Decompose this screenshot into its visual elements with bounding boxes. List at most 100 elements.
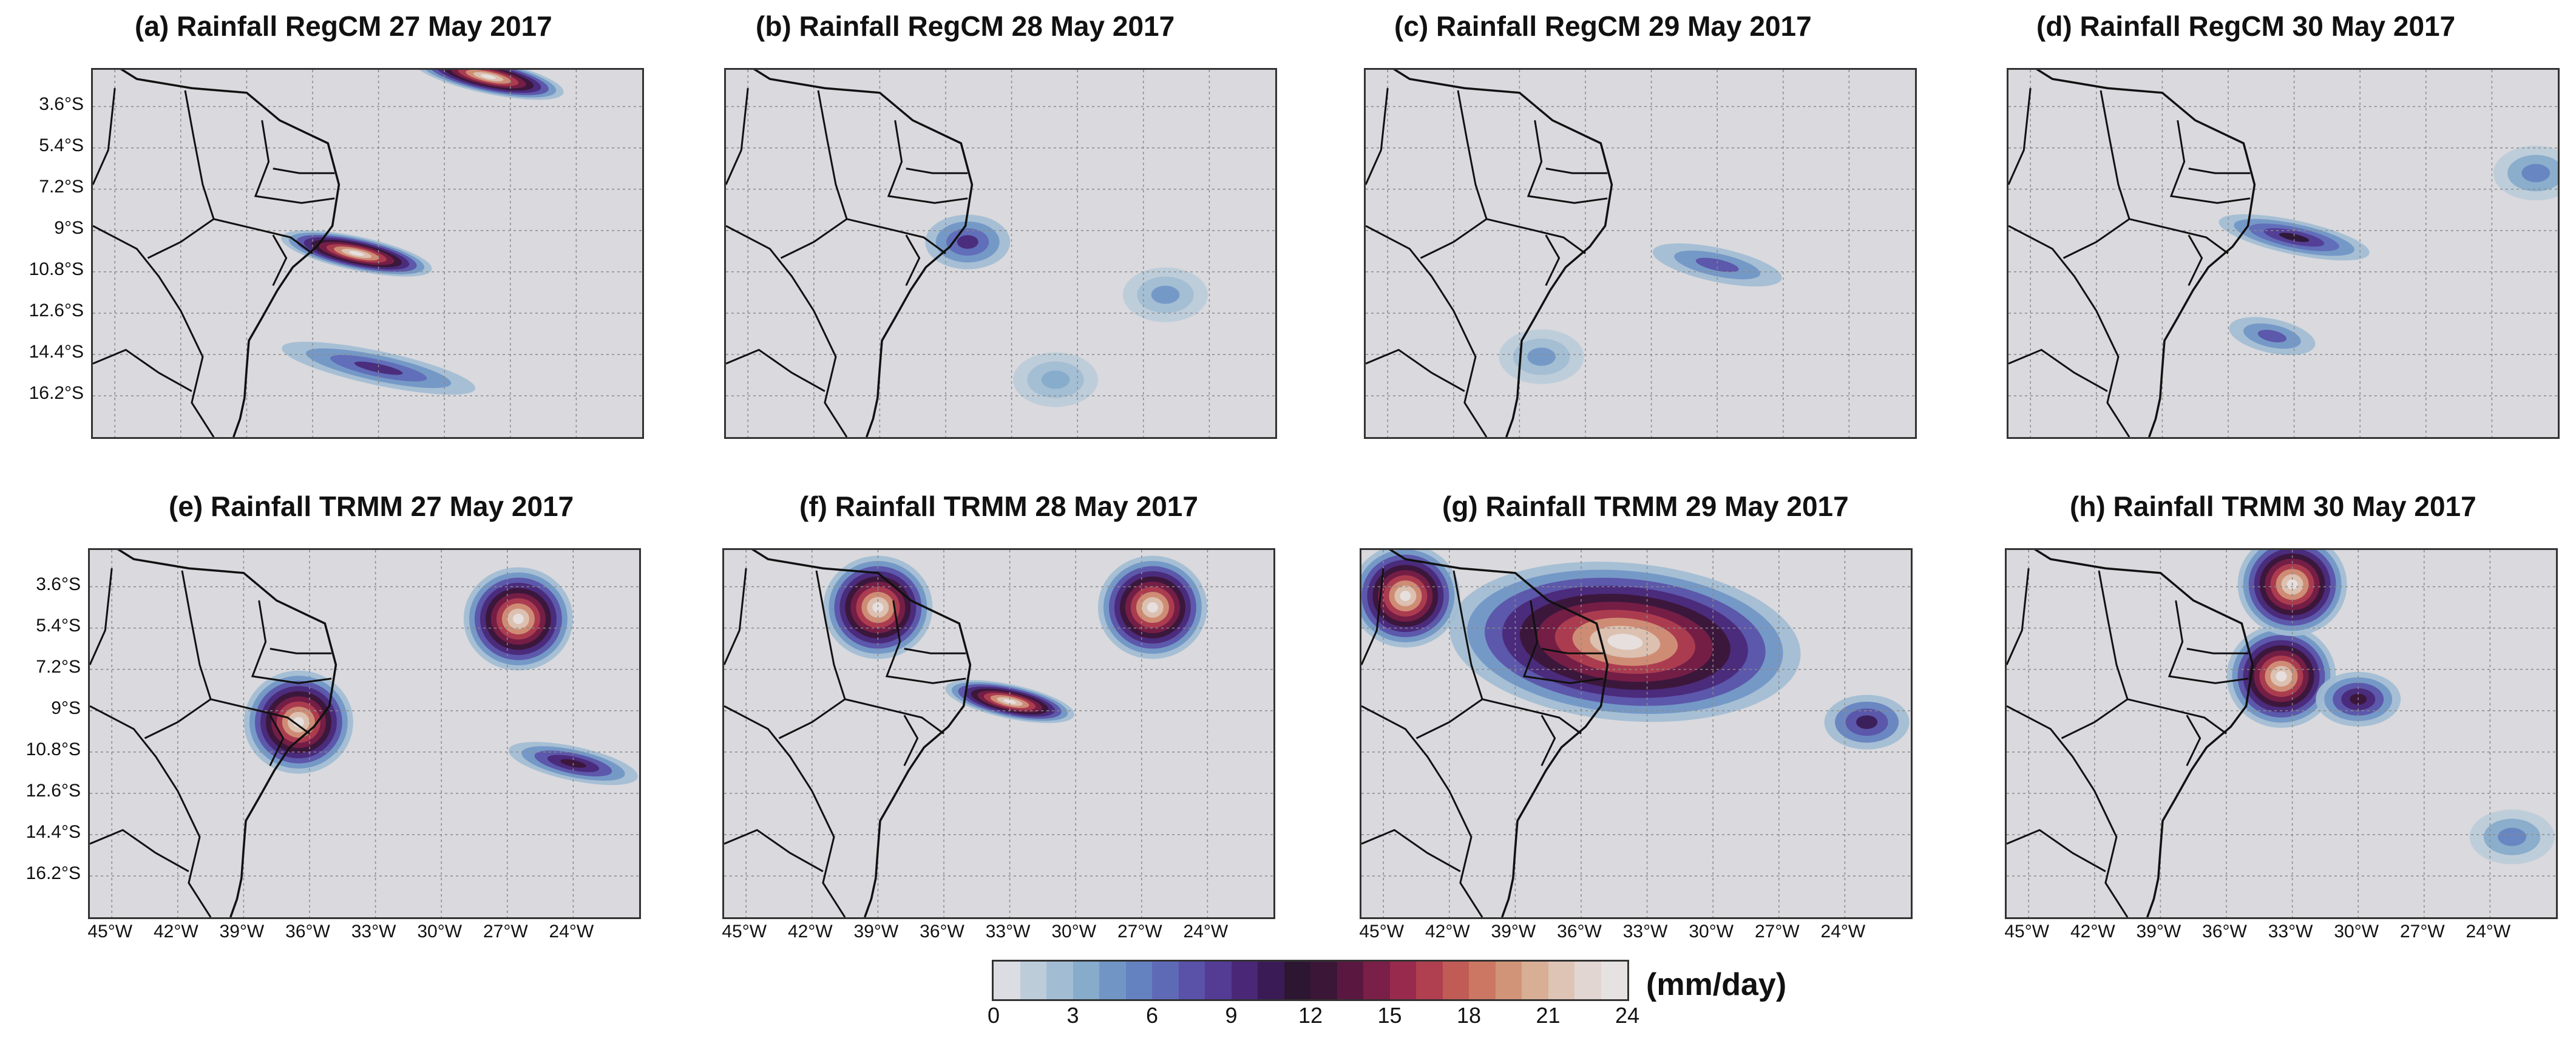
lon-tick-label: 36°W [920,922,964,942]
state-border [1366,348,1465,392]
rain-contour [2279,233,2310,242]
lat-tick-label: 12.6°S [29,300,84,321]
state-border [272,234,288,287]
colorbar-segment [1337,962,1363,999]
colorbar-segment [1310,962,1337,999]
rain-contour [957,235,978,249]
lat-tick-label: 5.4°S [36,615,81,636]
map-panel-h [2005,548,2558,919]
state-border [778,570,846,739]
rain-contour [1147,602,1158,613]
state-border [210,698,310,735]
panel-title: (h) Rainfall TRMM 30 May 2017 [2070,491,2476,522]
state-border [2008,348,2108,392]
state-border [1415,570,1483,739]
map-panel-e [88,548,641,919]
state-border [887,120,968,204]
state-border [724,568,747,665]
colorbar-tick-label: 24 [1615,1003,1640,1028]
coastline [120,70,341,437]
lon-tick-label: 39°W [1491,922,1536,942]
panel-title: (c) Rainfall RegCM 29 May 2017 [1394,10,1812,42]
colorbar-segment [1231,962,1258,999]
lon-tick-label: 45°W [87,922,133,942]
colorbar-tick-label: 3 [1066,1003,1079,1028]
lon-tick-label: 24°W [1820,922,1866,942]
state-border [90,705,212,917]
panel-title: (d) Rainfall RegCM 30 May 2017 [2036,10,2456,42]
lat-tick-label: 3.6°S [36,574,81,594]
state-border [726,88,749,185]
map-panel-f [722,548,1275,919]
state-border [2186,715,2201,767]
colorbar-segment [1020,962,1046,999]
state-border [213,218,313,254]
state-border [90,568,113,665]
lon-tick-label: 30°W [1051,922,1097,942]
map-svg [2007,550,2556,917]
state-border [2129,218,2229,254]
colorbar [992,960,1629,1001]
state-border [1482,698,1582,735]
rain-contour [1151,285,1180,304]
lon-tick-label: 27°W [1117,922,1162,942]
rain-contour [1527,347,1556,366]
lat-tick-label: 5.4°S [39,135,84,155]
colorbar-segment [1548,962,1574,999]
state-border [726,225,848,437]
rain-contour [872,602,884,613]
state-border [780,90,848,259]
state-border [885,600,966,684]
colorbar-segment [1073,962,1099,999]
state-border [1541,648,1604,654]
state-border [2186,648,2249,654]
rain-contour [2521,164,2551,183]
rain-contour [1041,370,1070,389]
map-svg [90,550,639,917]
state-border [269,715,285,767]
colorbar-segment [1205,962,1232,999]
map-panel-d [2007,68,2560,439]
colorbar-segment [1469,962,1496,999]
rain-contour [1695,257,1739,273]
state-border [254,120,335,204]
state-border [2188,234,2203,287]
rain-contour [2498,827,2526,846]
state-border [2062,90,2130,259]
coastline [1393,70,1613,437]
map-panel-c [1364,68,1917,439]
state-border [846,218,946,254]
colorbar-segment [1522,962,1548,999]
state-border [1527,120,1608,204]
colorbar-tick-label: 0 [987,1003,1000,1028]
colorbar-tick-label: 18 [1456,1003,1482,1028]
colorbar-segment [1046,962,1073,999]
state-border [251,600,332,684]
coastline [2034,550,2254,917]
lon-tick-label: 42°W [153,922,198,942]
lon-tick-label: 45°W [2004,922,2050,942]
state-border [2008,225,2130,437]
colorbar-tick-label: 15 [1377,1003,1402,1028]
state-border [905,234,921,287]
coastline [117,550,337,917]
lat-tick-label: 10.8°S [29,259,84,279]
rain-contour [354,361,403,375]
state-border [724,705,846,917]
colorbar-segment [994,962,1020,999]
map-svg [2008,70,2558,437]
coastline [751,550,972,917]
rain-contour [2276,671,2287,682]
state-border [2007,568,2030,665]
coastline [2036,70,2256,437]
state-border [2168,600,2249,684]
lat-tick-label: 3.6°S [39,93,84,114]
state-border [1366,88,1389,185]
state-border [147,90,215,259]
map-svg [726,70,1275,437]
colorbar-segment [1495,962,1522,999]
colorbar-segment [1152,962,1179,999]
panel-title: (f) Rainfall TRMM 28 May 2017 [799,491,1198,522]
lon-tick-label: 33°W [985,922,1031,942]
colorbar-segment [1125,962,1152,999]
